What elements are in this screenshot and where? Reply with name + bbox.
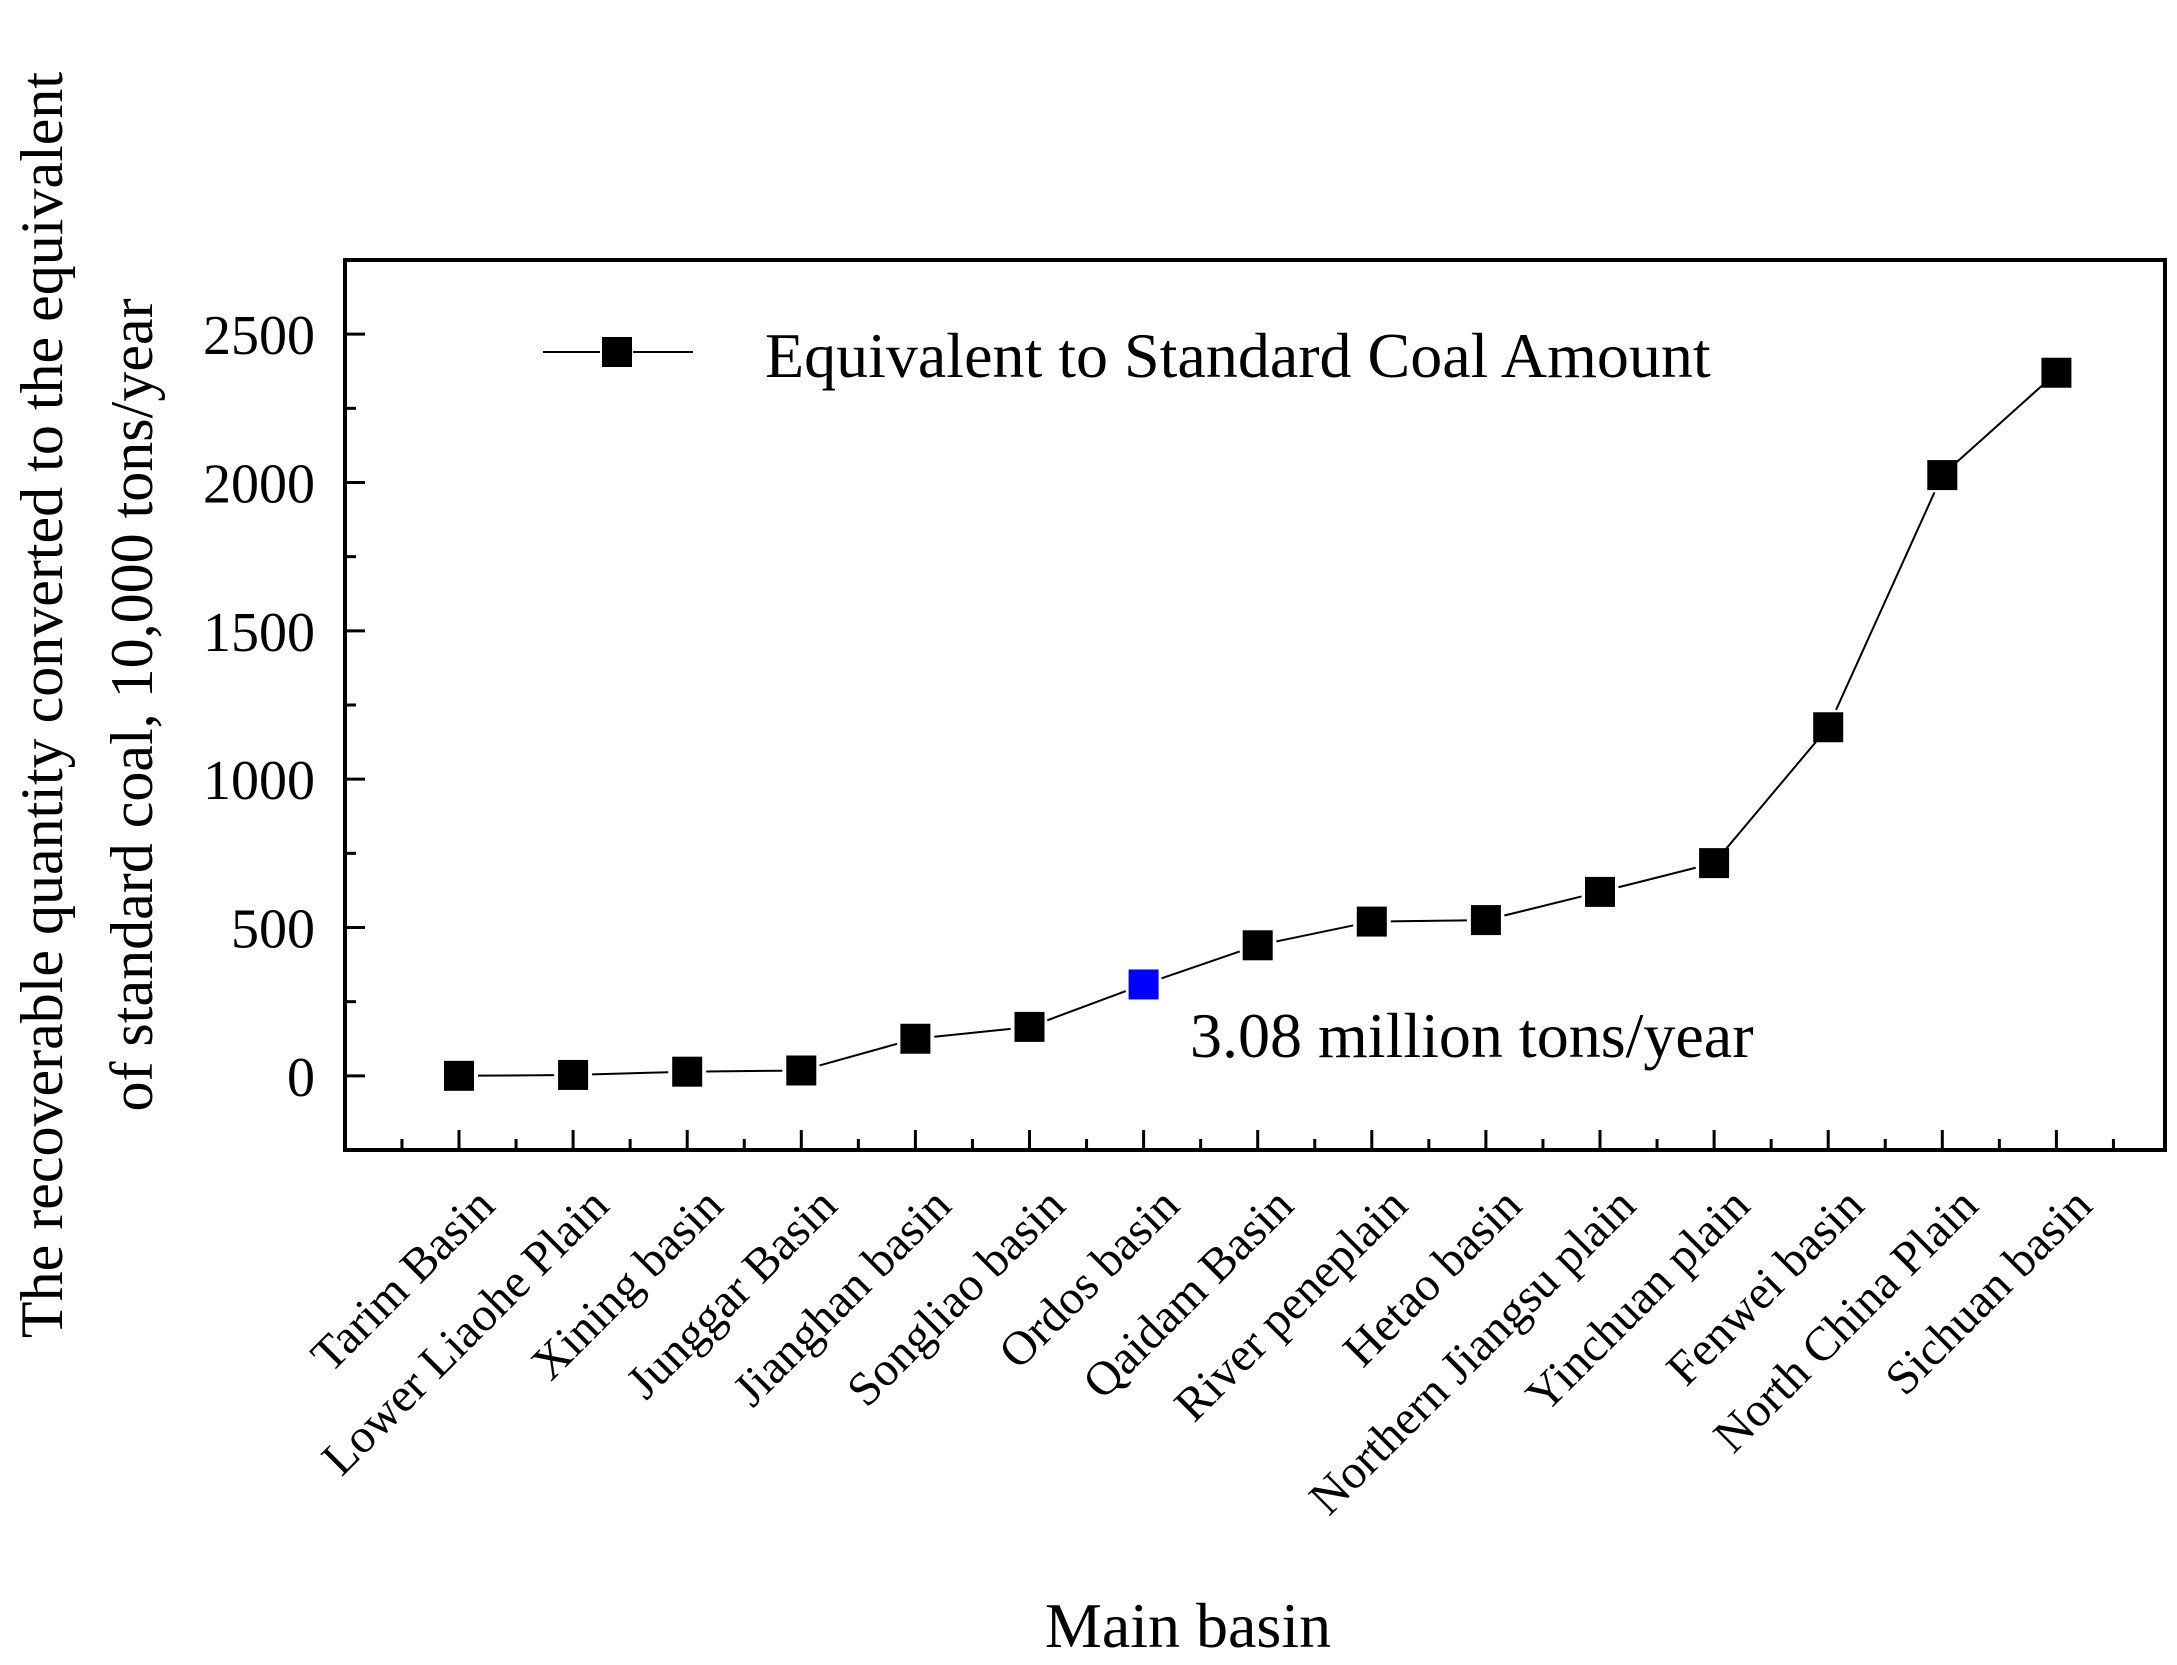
data-point-marker bbox=[1813, 712, 1844, 743]
series-line-segment bbox=[477, 1074, 555, 1077]
series-line-segment bbox=[1161, 950, 1241, 980]
series-line-segment bbox=[1046, 990, 1127, 1022]
y-tick-label: 1000 bbox=[203, 750, 315, 812]
series-line-segment bbox=[706, 1069, 783, 1073]
series-line-segment bbox=[592, 1071, 669, 1076]
series-line-segment bbox=[1504, 895, 1582, 917]
data-point-marker bbox=[900, 1023, 931, 1054]
legend-label: Equivalent to Standard Coal Amount bbox=[765, 320, 1711, 391]
data-point-marker bbox=[558, 1059, 589, 1090]
legend-marker bbox=[602, 337, 632, 367]
data-point-marker bbox=[1242, 930, 1273, 961]
data-point-marker bbox=[1128, 969, 1159, 1000]
series-line-segment bbox=[1725, 741, 1817, 850]
series-line-segment bbox=[1390, 919, 1467, 923]
series-line-segment bbox=[819, 1042, 898, 1067]
series-equivalent-coal bbox=[444, 357, 2072, 1091]
data-point-marker bbox=[786, 1055, 817, 1086]
data-point-marker bbox=[1470, 905, 1501, 936]
y-tick-label: 0 bbox=[287, 1047, 315, 1109]
y-axis-title-line2: of standard coal, 10,000 tons/year bbox=[99, 298, 165, 1111]
data-point-marker bbox=[2041, 357, 2072, 388]
y-tick-label: 2500 bbox=[203, 305, 315, 367]
data-point-marker bbox=[1014, 1011, 1045, 1042]
legend: Equivalent to Standard Coal Amount bbox=[543, 320, 1711, 391]
data-point-marker bbox=[672, 1056, 703, 1087]
series-line-segment bbox=[1955, 384, 2043, 464]
data-point-marker bbox=[1585, 876, 1615, 907]
series-line-segment bbox=[1618, 866, 1696, 889]
series-line-segment bbox=[1276, 924, 1354, 943]
series-line-segment bbox=[934, 1027, 1011, 1038]
data-point-marker bbox=[1356, 906, 1387, 937]
y-axis-title-line1: The recoverable quantity converted to th… bbox=[9, 72, 75, 1338]
x-axis-title: Main basin bbox=[1045, 1590, 1331, 1661]
data-point-marker bbox=[1699, 848, 1730, 879]
data-point-marker bbox=[444, 1060, 474, 1091]
y-tick-label: 2000 bbox=[203, 454, 315, 516]
y-axis-ticks: 0 500 1000 1500 2000 2500 bbox=[203, 305, 365, 1109]
series-line-segment bbox=[1835, 491, 1936, 711]
y-tick-label: 500 bbox=[231, 899, 315, 961]
data-point-marker bbox=[1927, 460, 1958, 491]
y-tick-label: 1500 bbox=[203, 602, 315, 664]
annotation-ordos: 3.08 million tons/year bbox=[1190, 1000, 1754, 1071]
